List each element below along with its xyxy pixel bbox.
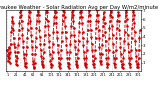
Title: Milwaukee Weather - Solar Radiation Avg per Day W/m2/minute: Milwaukee Weather - Solar Radiation Avg … [0, 5, 158, 10]
